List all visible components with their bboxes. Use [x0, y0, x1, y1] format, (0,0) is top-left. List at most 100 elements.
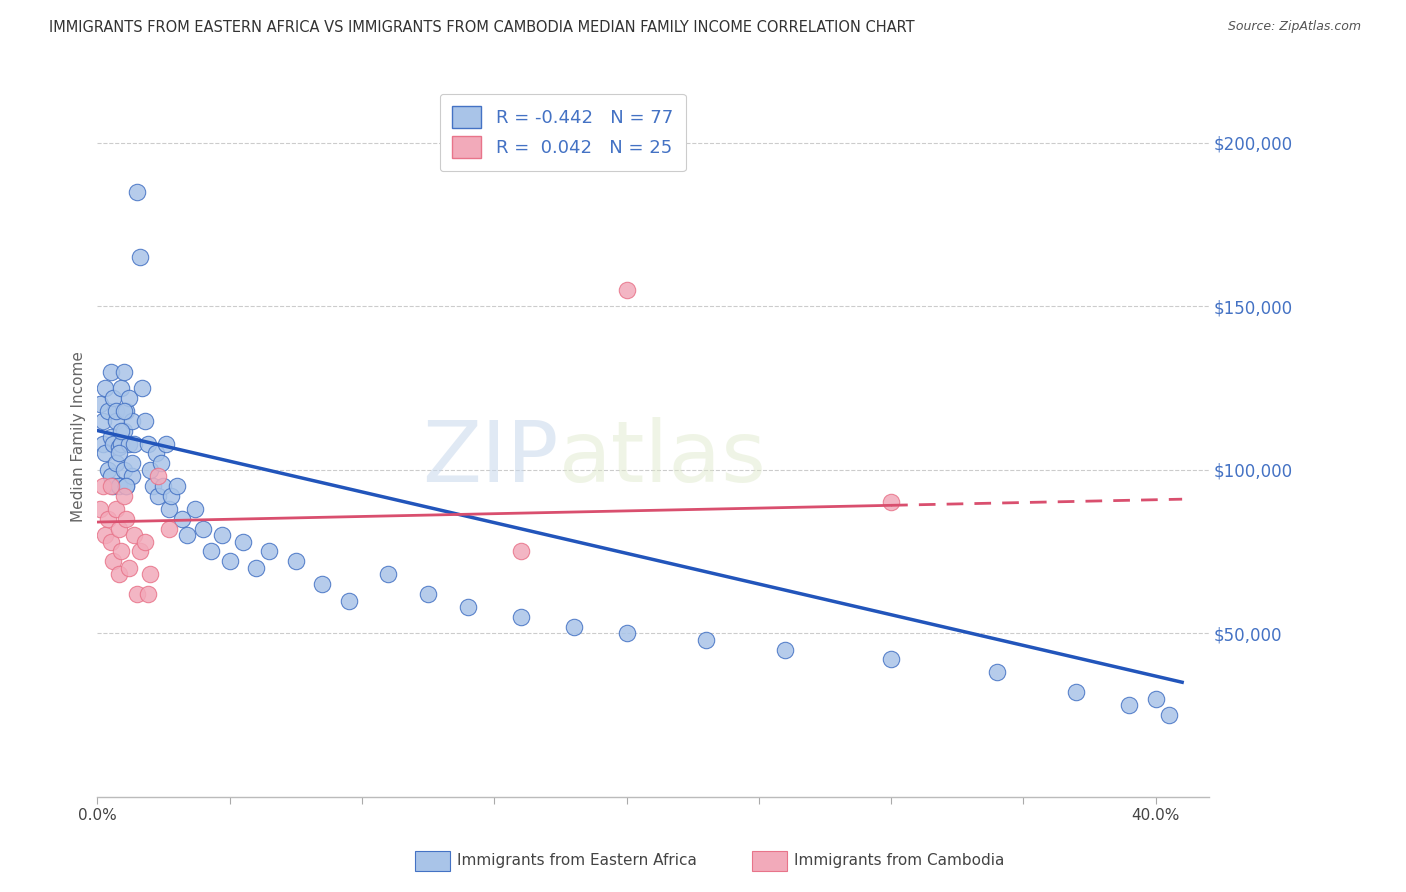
- Point: [107, 440, 129, 454]
- Point: [97, 512, 120, 526]
- Point: [311, 577, 333, 591]
- Point: [121, 469, 143, 483]
- Point: [200, 544, 222, 558]
- Point: [112, 365, 135, 379]
- Point: [94, 381, 117, 395]
- Point: [986, 665, 1008, 680]
- Point: [184, 502, 207, 516]
- Point: [94, 528, 117, 542]
- Point: [157, 502, 180, 516]
- Point: [880, 652, 903, 666]
- Point: [103, 554, 125, 568]
- Text: atlas: atlas: [558, 417, 766, 500]
- Point: [284, 554, 307, 568]
- Point: [110, 424, 132, 438]
- Point: [259, 544, 281, 558]
- Point: [211, 528, 233, 542]
- Point: [232, 534, 254, 549]
- Text: Immigrants from Cambodia: Immigrants from Cambodia: [794, 854, 1005, 868]
- Point: [509, 544, 531, 558]
- Point: [149, 456, 172, 470]
- Point: [562, 620, 585, 634]
- Point: [218, 554, 240, 568]
- Point: [115, 479, 138, 493]
- Point: [245, 561, 267, 575]
- Point: [110, 544, 132, 558]
- Point: [112, 463, 135, 477]
- Point: [104, 456, 127, 470]
- Point: [616, 283, 638, 297]
- Point: [124, 528, 146, 542]
- Point: [104, 502, 127, 516]
- Point: [100, 479, 122, 493]
- Point: [616, 626, 638, 640]
- Point: [148, 489, 170, 503]
- Point: [115, 512, 138, 526]
- Point: [115, 404, 138, 418]
- Point: [136, 436, 159, 450]
- Y-axis label: Median Family Income: Median Family Income: [72, 351, 86, 523]
- Point: [100, 430, 122, 444]
- Point: [118, 436, 141, 450]
- Point: [97, 404, 120, 418]
- Point: [91, 479, 114, 493]
- Point: [125, 587, 148, 601]
- Point: [136, 587, 159, 601]
- Point: [416, 587, 439, 601]
- Point: [124, 436, 146, 450]
- Text: IMMIGRANTS FROM EASTERN AFRICA VS IMMIGRANTS FROM CAMBODIA MEDIAN FAMILY INCOME : IMMIGRANTS FROM EASTERN AFRICA VS IMMIGR…: [49, 20, 915, 35]
- Point: [91, 436, 114, 450]
- Point: [100, 534, 122, 549]
- Point: [103, 479, 125, 493]
- Point: [128, 250, 150, 264]
- Point: [166, 479, 188, 493]
- Point: [103, 436, 125, 450]
- Point: [157, 522, 180, 536]
- Point: [134, 534, 156, 549]
- Point: [89, 397, 111, 411]
- Point: [1144, 691, 1167, 706]
- Point: [139, 463, 162, 477]
- Point: [1066, 685, 1088, 699]
- Text: ZIP: ZIP: [422, 417, 558, 500]
- Point: [695, 632, 717, 647]
- Point: [139, 567, 162, 582]
- Point: [509, 610, 531, 624]
- Point: [125, 185, 148, 199]
- Point: [337, 593, 360, 607]
- Point: [103, 391, 125, 405]
- Point: [104, 414, 127, 428]
- Point: [118, 561, 141, 575]
- Point: [89, 502, 111, 516]
- Point: [1118, 698, 1140, 713]
- Point: [170, 512, 193, 526]
- Point: [107, 479, 129, 493]
- Point: [145, 446, 167, 460]
- Point: [110, 436, 132, 450]
- Point: [118, 391, 141, 405]
- Point: [142, 479, 165, 493]
- Point: [107, 522, 129, 536]
- Text: Source: ZipAtlas.com: Source: ZipAtlas.com: [1227, 20, 1361, 33]
- Point: [121, 414, 143, 428]
- Point: [100, 469, 122, 483]
- Point: [112, 404, 135, 418]
- Point: [1157, 708, 1180, 723]
- Point: [107, 567, 129, 582]
- Point: [97, 463, 120, 477]
- Point: [115, 479, 138, 493]
- Point: [131, 381, 153, 395]
- Point: [160, 489, 183, 503]
- Point: [121, 456, 143, 470]
- Legend: R = -0.442   N = 77, R =  0.042   N = 25: R = -0.442 N = 77, R = 0.042 N = 25: [440, 94, 686, 171]
- Point: [112, 489, 135, 503]
- Point: [100, 365, 122, 379]
- Point: [775, 642, 797, 657]
- Point: [91, 414, 114, 428]
- Point: [176, 528, 198, 542]
- Point: [128, 544, 150, 558]
- Point: [107, 446, 129, 460]
- Text: Immigrants from Eastern Africa: Immigrants from Eastern Africa: [457, 854, 697, 868]
- Point: [134, 414, 156, 428]
- Point: [457, 600, 479, 615]
